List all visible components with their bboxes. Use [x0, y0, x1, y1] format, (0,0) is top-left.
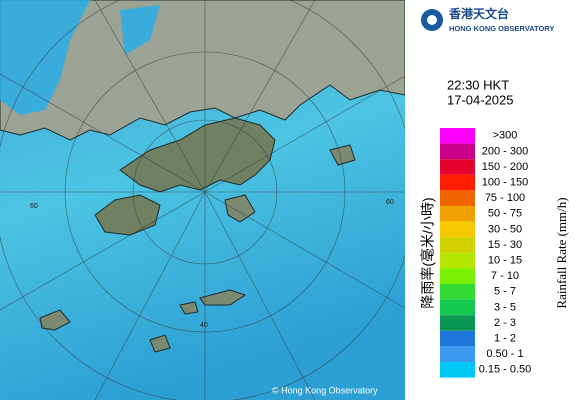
- radar-map: 60 40 60 © Hong Kong Observatory: [0, 0, 405, 400]
- legend-swatch: [440, 143, 475, 160]
- legend-label: 7 - 10: [491, 270, 519, 282]
- time: 22:30 HKT: [447, 77, 509, 92]
- copyright: © Hong Kong Observatory: [272, 385, 378, 395]
- rain-echoes: [0, 0, 160, 115]
- legend-swatch: [440, 284, 475, 300]
- ring-label: 60: [386, 199, 394, 206]
- legend-label: 100 - 150: [482, 177, 528, 189]
- legend-label: 0.15 - 0.50: [479, 364, 532, 376]
- legend-title-en: Rainfall Rate (mm/h): [554, 197, 569, 308]
- legend-swatch: [440, 190, 475, 206]
- legend-swatch: [440, 362, 475, 378]
- legend-swatch: [440, 315, 475, 331]
- legend-label: 3 - 5: [494, 301, 516, 313]
- legend-swatch: [440, 237, 475, 253]
- legend-label: 30 - 50: [488, 223, 522, 235]
- legend-label: 200 - 300: [482, 145, 528, 157]
- legend-swatch: [440, 159, 475, 175]
- legend-swatch: [440, 346, 475, 362]
- ring-label: 40: [200, 322, 208, 329]
- legend-label: >300: [493, 130, 518, 142]
- logo-en: HONG KONG OBSERVATORY: [449, 24, 554, 33]
- legend-swatch: [440, 252, 475, 269]
- legend: >300 200 - 300 150 - 200 100 - 150 75 - 100 5…: [440, 128, 531, 378]
- legend-label: 150 - 200: [482, 161, 528, 173]
- legend-label: 75 - 100: [485, 192, 525, 204]
- legend-label: 0.50 - 1: [486, 348, 523, 360]
- legend-label: 2 - 3: [494, 317, 516, 329]
- legend-swatch: [440, 221, 475, 238]
- logo-cn: 香港天文台: [448, 6, 509, 21]
- land: [0, 0, 405, 353]
- legend-label: 50 - 75: [488, 208, 522, 220]
- date: 17-04-2025: [447, 92, 514, 107]
- legend-swatch: [440, 174, 475, 191]
- legend-swatch: [440, 128, 475, 144]
- legend-label: 5 - 7: [494, 286, 516, 298]
- legend-swatch: [440, 299, 475, 316]
- legend-title-cn: 降雨率(毫米/小時): [420, 197, 436, 308]
- legend-label: 15 - 30: [488, 239, 522, 251]
- legend-label: 1 - 2: [494, 333, 516, 345]
- side-panel: 香港天文台 HONG KONG OBSERVATORY 22:30 HKT 17…: [405, 0, 577, 400]
- legend-label: 10 - 15: [488, 255, 522, 267]
- range-rings: [0, 0, 405, 400]
- legend-swatch: [440, 206, 475, 222]
- ring-label: 60: [30, 203, 38, 210]
- legend-swatch: [440, 330, 475, 347]
- legend-swatch: [440, 268, 475, 284]
